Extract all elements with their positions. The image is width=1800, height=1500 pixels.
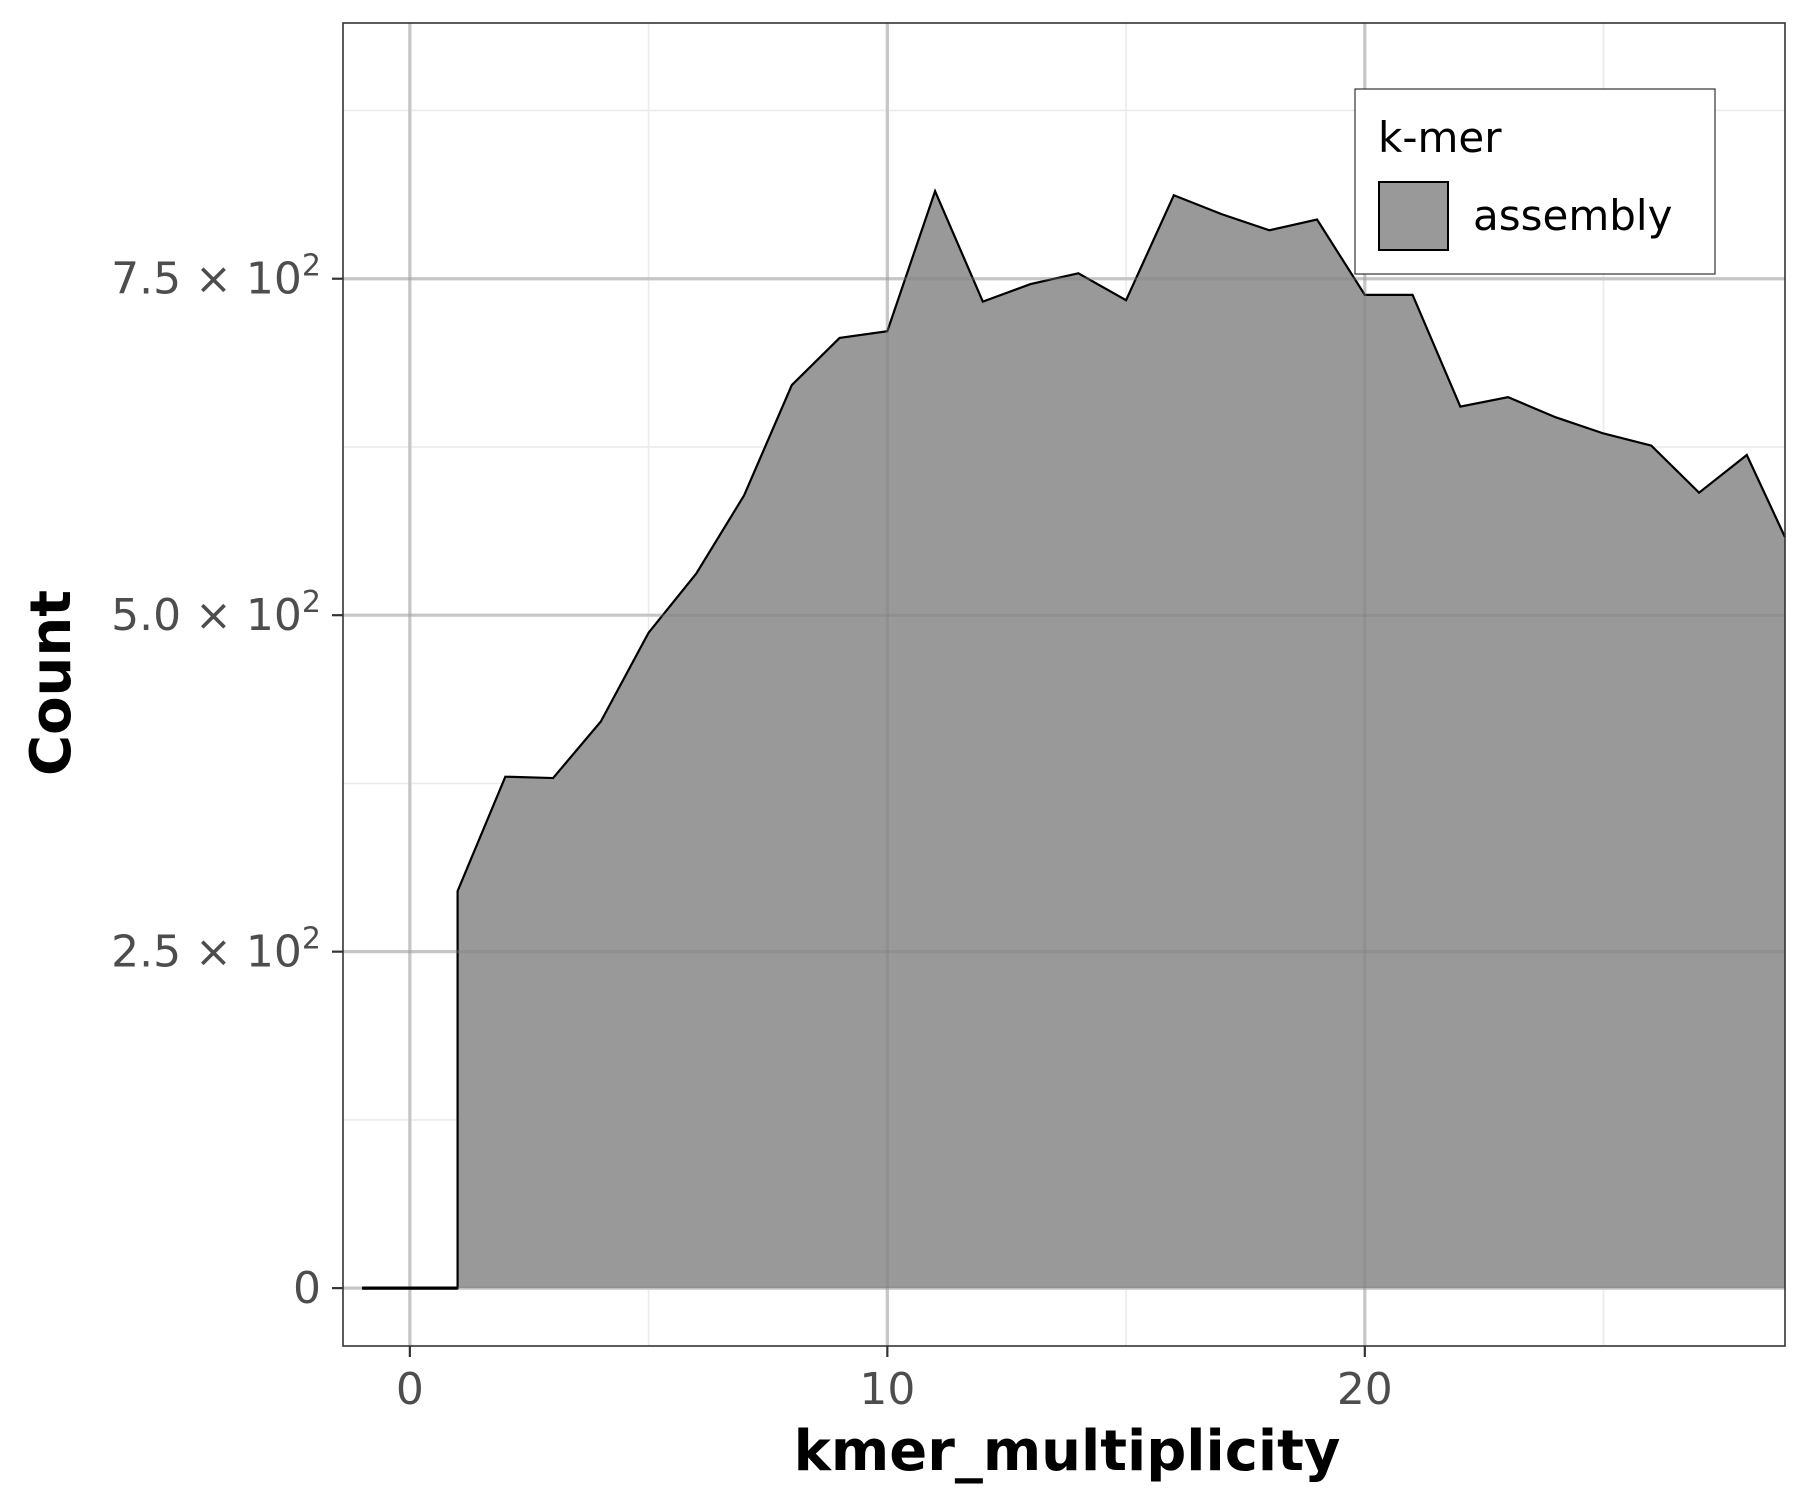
y-tick-label: 5.0 × 102	[111, 585, 321, 641]
legend-key-assembly	[1378, 181, 1449, 251]
y-tick-label: 7.5 × 102	[111, 249, 321, 305]
area-outline-assembly	[362, 188, 1786, 1290]
x-tick-label: 10	[859, 1364, 915, 1415]
legend: k-mer assembly	[1354, 88, 1716, 275]
x-tick-label: 20	[1337, 1364, 1393, 1415]
y-axis-title: Count	[19, 590, 84, 776]
x-axis-ticks: 0 10 20	[396, 1346, 1393, 1415]
area-layer	[343, 23, 1786, 1346]
legend-title: k-mer	[1378, 113, 1502, 162]
x-axis-title: kmer_multiplicity	[794, 1419, 1341, 1484]
y-tick-label: 2.5 × 102	[111, 922, 321, 978]
legend-label-assembly: assembly	[1473, 191, 1672, 240]
y-axis-ticks: 0 2.5 × 102 5.0 × 102 7.5 × 102	[111, 249, 343, 1314]
panel-border	[342, 22, 1786, 1347]
y-tick-label: 0	[293, 1263, 321, 1314]
area-fill-assembly	[362, 191, 1785, 1289]
x-tick-label: 0	[396, 1364, 424, 1415]
